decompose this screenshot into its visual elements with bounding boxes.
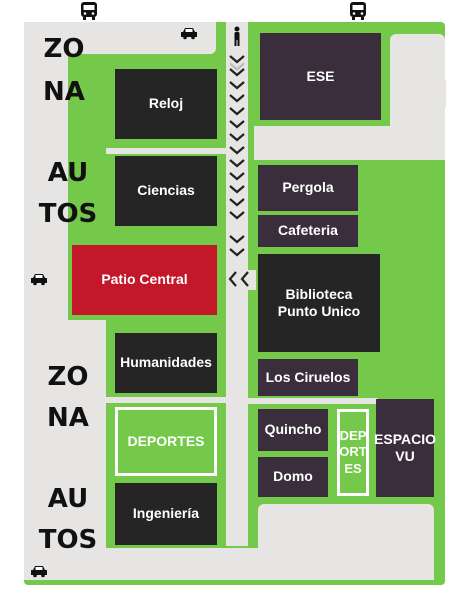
car-icon xyxy=(181,28,197,40)
zone-label: AU xyxy=(47,484,89,514)
chevron-down-icon xyxy=(229,248,245,257)
car-icon xyxy=(31,274,47,286)
road-bottom-right xyxy=(258,504,434,564)
building-ingenieria[interactable]: Ingeniería xyxy=(115,483,217,545)
zone-label: ZO xyxy=(47,362,89,392)
pedestrian-icon xyxy=(234,26,240,46)
chevron-down-icon xyxy=(229,146,245,155)
chevron-left-icon xyxy=(228,271,237,287)
chevron-down-icon xyxy=(229,94,245,103)
chevron-down-icon xyxy=(229,185,245,194)
chevron-down-icon xyxy=(229,81,245,90)
car-icon xyxy=(31,566,47,578)
building-patio-central[interactable]: Patio Central xyxy=(72,245,217,315)
zone-label: ZO xyxy=(43,34,85,64)
bus-icon xyxy=(81,2,97,20)
chevron-down-icon xyxy=(229,211,245,220)
building-espacio-vu[interactable]: ESPACIO VU xyxy=(374,399,436,497)
building-deportes[interactable]: DEPORTES xyxy=(115,407,217,476)
chevron-down-icon xyxy=(230,62,244,71)
building-ciencias[interactable]: Ciencias xyxy=(115,156,217,226)
building-deportes-small[interactable]: DEP ORT ES xyxy=(337,409,369,496)
path-upper-divider xyxy=(106,148,226,154)
building-biblioteca[interactable]: Biblioteca Punto Unico xyxy=(258,254,380,352)
chevron-down-icon xyxy=(229,159,245,168)
zone-label: NA xyxy=(47,403,89,433)
building-ese[interactable]: ESE xyxy=(260,33,381,120)
building-los-ciruelos[interactable]: Los Ciruelos xyxy=(258,359,358,396)
building-reloj[interactable]: Reloj xyxy=(115,69,217,139)
building-pergola[interactable]: Pergola xyxy=(258,165,358,211)
road-right-spur xyxy=(254,126,445,160)
zone-label: AU xyxy=(47,158,89,188)
bus-icon xyxy=(350,2,366,20)
chevron-down-icon xyxy=(229,68,245,77)
building-quincho[interactable]: Quincho xyxy=(258,409,328,451)
chevron-down-icon xyxy=(229,107,245,116)
chevron-down-icon xyxy=(229,55,245,64)
road-lower-left xyxy=(24,320,106,566)
building-humanidades[interactable]: Humanidades xyxy=(115,333,217,393)
zone-label: TOS xyxy=(38,199,98,229)
chevron-left-icon xyxy=(240,271,249,287)
road-right-notch xyxy=(430,80,446,108)
chevron-down-icon xyxy=(229,198,245,207)
building-cafeteria[interactable]: Cafeteria xyxy=(258,215,358,247)
zone-label: TOS xyxy=(38,525,98,555)
chevron-down-icon xyxy=(229,235,245,244)
chevron-down-icon xyxy=(229,133,245,142)
chevron-down-icon xyxy=(229,120,245,129)
chevron-down-icon xyxy=(229,172,245,181)
path-right-divider xyxy=(248,398,378,404)
building-domo[interactable]: Domo xyxy=(258,457,328,497)
path-lower-divider xyxy=(106,397,226,403)
zone-label: NA xyxy=(43,77,85,107)
